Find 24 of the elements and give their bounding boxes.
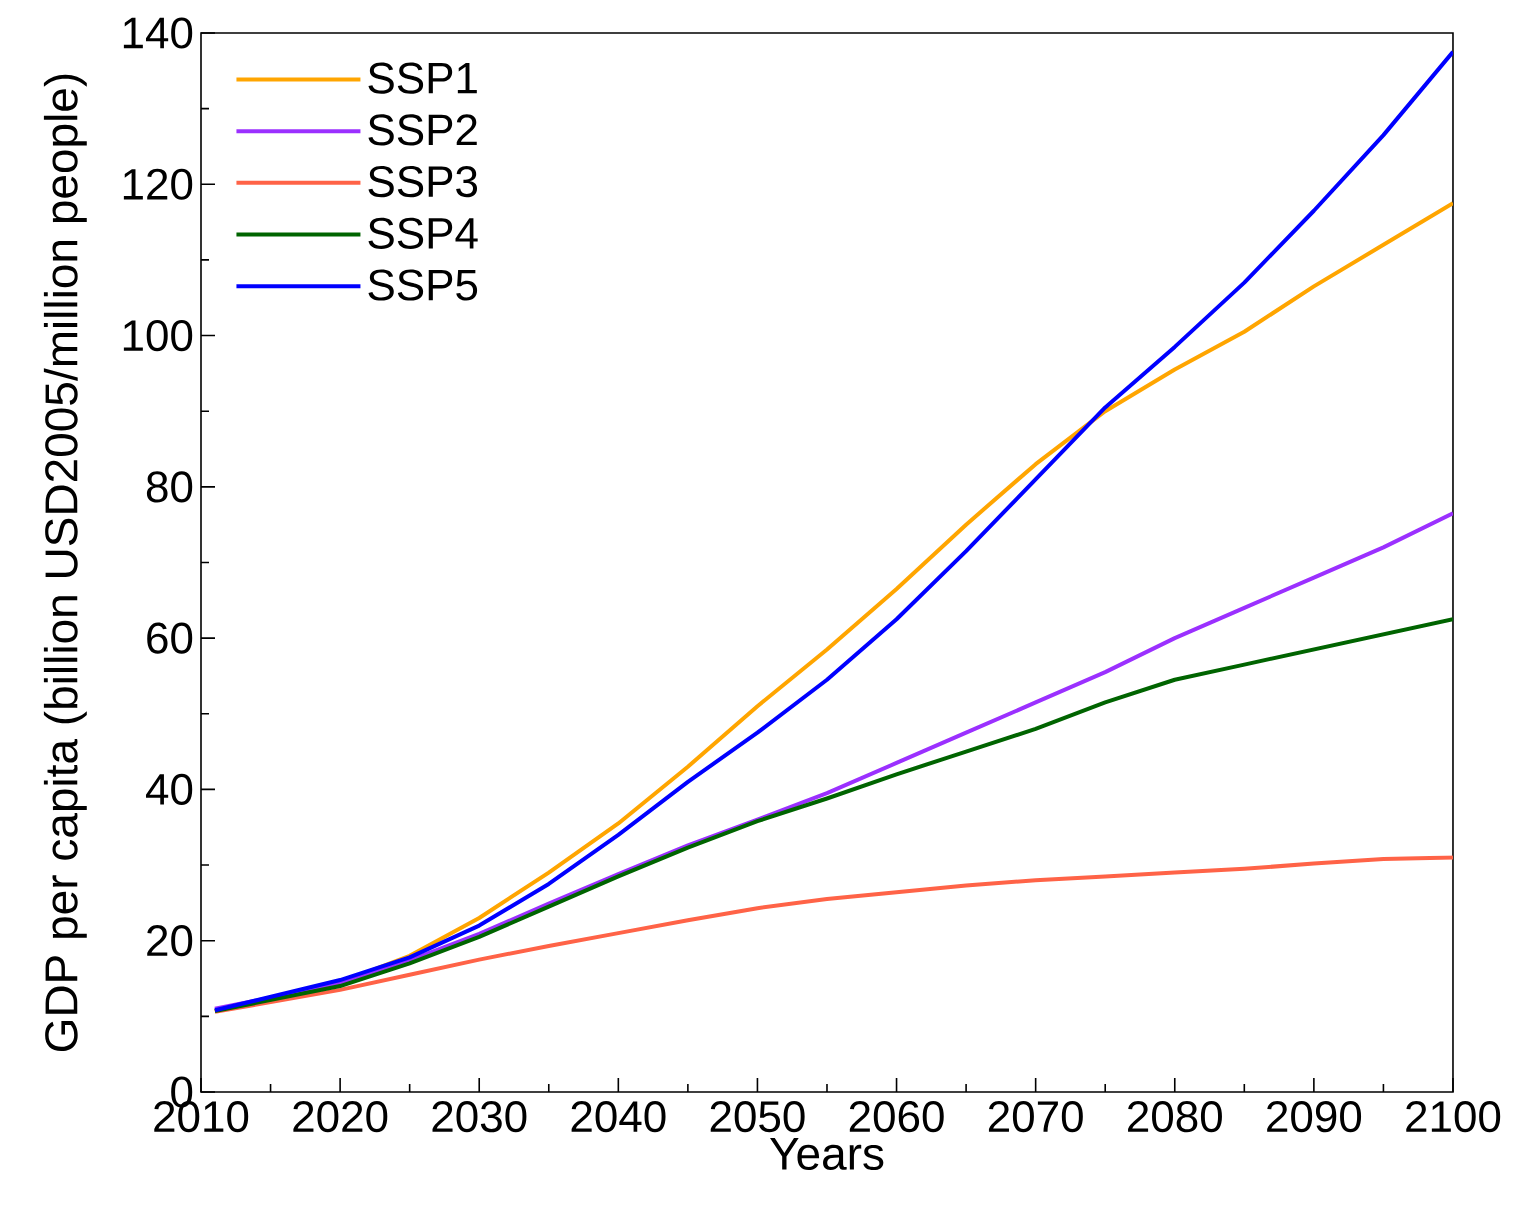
x-tick-label: 2050 (710, 1101, 805, 1133)
x-tick-label: 2080 (1128, 1101, 1222, 1133)
y-tick-label: 20 (147, 925, 193, 957)
legend-label: SSP1 (368, 62, 477, 94)
line-series (212, 855, 1453, 1014)
x-tick-label: 2100 (1406, 1101, 1501, 1133)
y-tick-label: 140 (123, 17, 193, 49)
legend-label: SSP2 (368, 114, 477, 146)
y-tick-label: 80 (146, 471, 193, 503)
x-tick-label: 2040 (571, 1101, 666, 1133)
y-tick-label: 60 (147, 622, 193, 654)
x-tick-label: 2030 (432, 1101, 527, 1133)
x-tick-label: 2070 (988, 1101, 1083, 1133)
legend-label: SSP3 (368, 165, 478, 198)
legend-label: SSP5 (368, 269, 478, 301)
y-tick-label: 100 (123, 319, 193, 352)
x-tick-label: 2060 (849, 1101, 944, 1133)
x-axis-title: Years (770, 1137, 884, 1171)
x-tick-label: 2090 (1267, 1101, 1362, 1133)
legend-label: SSP4 (368, 217, 478, 249)
y-tick-label: 120 (123, 168, 193, 200)
y-axis-title: GDP per capita (billion USD2005/million people) (43, 74, 87, 1052)
y-tick-label: 40 (146, 773, 193, 805)
x-tick-label: 2020 (293, 1101, 388, 1133)
